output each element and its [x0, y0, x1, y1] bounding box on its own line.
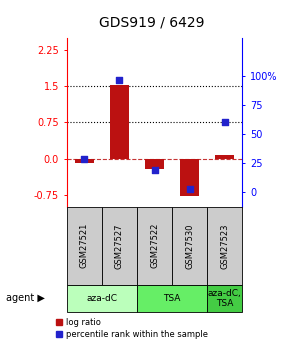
FancyBboxPatch shape — [207, 285, 242, 312]
Text: GSM27527: GSM27527 — [115, 223, 124, 268]
Point — [117, 77, 122, 82]
Bar — [180, 159, 199, 196]
Point — [222, 120, 227, 125]
Point — [152, 167, 157, 172]
FancyBboxPatch shape — [207, 207, 242, 285]
Bar — [110, 85, 129, 159]
Bar — [215, 155, 235, 159]
FancyBboxPatch shape — [137, 285, 207, 312]
Bar — [75, 159, 94, 162]
FancyBboxPatch shape — [172, 207, 207, 285]
Text: GSM27521: GSM27521 — [80, 223, 89, 268]
Text: GSM27530: GSM27530 — [185, 223, 194, 268]
Point — [187, 187, 192, 192]
FancyBboxPatch shape — [102, 207, 137, 285]
Text: GSM27523: GSM27523 — [220, 223, 229, 268]
Text: GSM27522: GSM27522 — [150, 223, 159, 268]
FancyBboxPatch shape — [67, 207, 102, 285]
Point — [82, 157, 87, 162]
Text: aza-dC: aza-dC — [86, 294, 117, 303]
Text: agent ▶: agent ▶ — [6, 294, 45, 303]
Bar — [145, 159, 164, 169]
FancyBboxPatch shape — [67, 285, 137, 312]
FancyBboxPatch shape — [137, 207, 172, 285]
Text: GDS919 / 6429: GDS919 / 6429 — [99, 16, 204, 29]
Legend: log ratio, percentile rank within the sample: log ratio, percentile rank within the sa… — [56, 318, 208, 338]
Text: TSA: TSA — [163, 294, 181, 303]
Text: aza-dC,
TSA: aza-dC, TSA — [208, 289, 242, 308]
